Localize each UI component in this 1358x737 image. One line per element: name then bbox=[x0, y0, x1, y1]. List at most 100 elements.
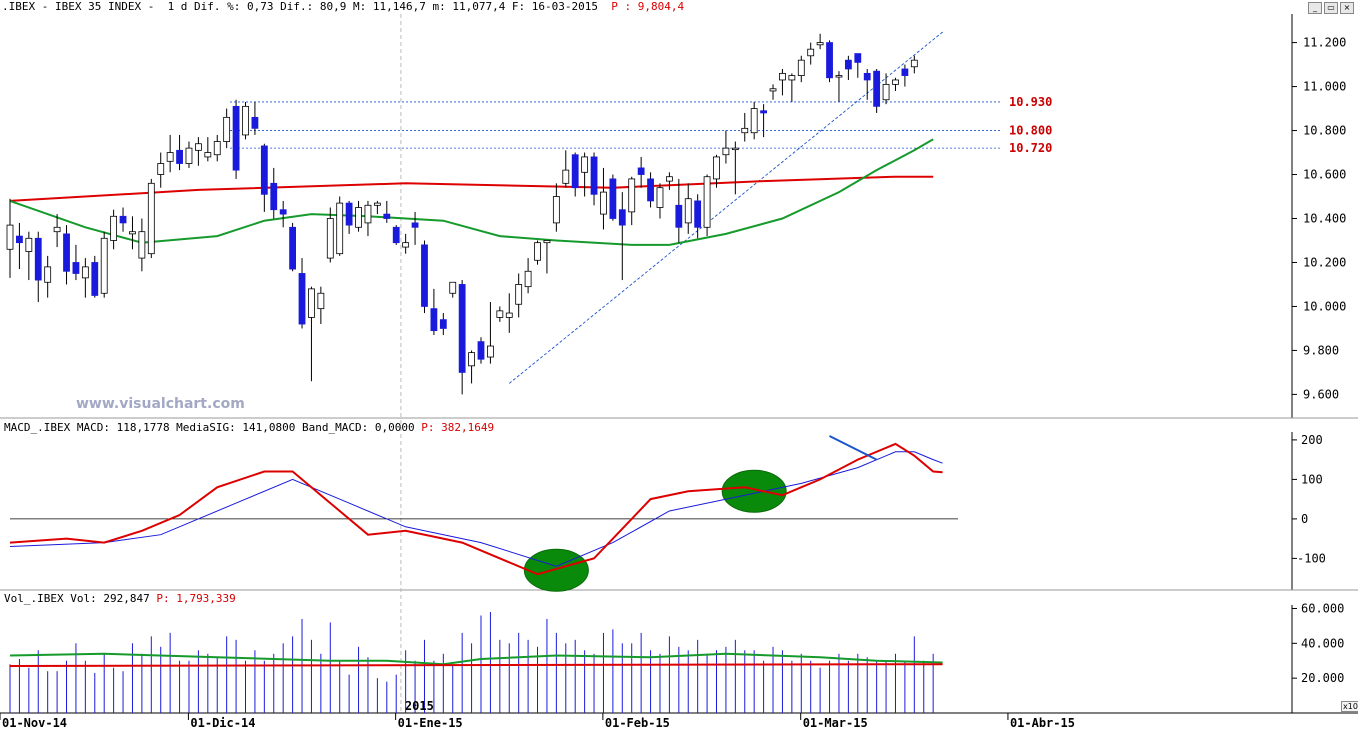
candle-up bbox=[53, 226, 61, 233]
price-header: .IBEX - IBEX 35 INDEX - 1 d Dif. %: 0,73… bbox=[2, 0, 684, 13]
candle-up bbox=[835, 75, 843, 78]
candle-up bbox=[505, 312, 513, 318]
candle-down bbox=[760, 110, 767, 114]
candle-down bbox=[411, 222, 419, 228]
candle-up bbox=[656, 187, 664, 208]
candle-down bbox=[260, 145, 268, 195]
price-tick-label: 11.200 bbox=[1303, 36, 1346, 50]
candle-down bbox=[675, 204, 683, 228]
candle-down bbox=[439, 319, 447, 329]
candle-up bbox=[110, 215, 118, 241]
candle-down bbox=[72, 262, 80, 274]
candle-up bbox=[713, 156, 720, 180]
candle-down bbox=[270, 182, 278, 211]
candle-up bbox=[703, 176, 711, 228]
candle-up bbox=[364, 204, 372, 224]
support-level-label: 10.930 bbox=[1009, 95, 1052, 109]
candle-down bbox=[609, 178, 617, 219]
candle-down bbox=[571, 154, 579, 189]
price-tick-label: 9.600 bbox=[1303, 387, 1339, 401]
scale-badge[interactable]: x10 bbox=[1341, 701, 1358, 712]
candle-up bbox=[100, 237, 108, 294]
candle-down bbox=[16, 235, 23, 244]
candle-up bbox=[882, 83, 890, 101]
x-tick-label: 01-Feb-15 bbox=[605, 716, 670, 730]
x-axis: 01-Nov-14 01-Dic-14 01-Ene-15 01-Feb-15 01-M… bbox=[0, 699, 1075, 730]
candle-up bbox=[628, 178, 636, 213]
candle-up bbox=[797, 59, 805, 76]
candle-down bbox=[421, 244, 428, 307]
candle-down bbox=[844, 59, 852, 70]
volume-tick-label: 20.000 bbox=[1301, 671, 1344, 685]
candle-up bbox=[750, 108, 758, 134]
volume-header-text: Vol_.IBEX Vol: 292,847 bbox=[4, 592, 150, 605]
candle-down bbox=[590, 156, 598, 195]
candle-up bbox=[166, 152, 174, 162]
macd-header: MACD_.IBEX MACD: 118,1778 MediaSIG: 141,… bbox=[4, 421, 494, 434]
candle-down bbox=[279, 209, 287, 215]
volume-average-long bbox=[9, 663, 943, 667]
price-tick-label: 10.600 bbox=[1303, 168, 1346, 182]
close-button[interactable]: × bbox=[1340, 2, 1354, 14]
year-marker: 2015 bbox=[405, 699, 434, 713]
candle-up bbox=[581, 156, 589, 173]
candle-down bbox=[63, 233, 70, 272]
candle-up bbox=[44, 266, 52, 283]
candle-up bbox=[487, 345, 494, 358]
x-tick-label: 01-Ene-15 bbox=[398, 716, 463, 730]
candle-up bbox=[213, 141, 221, 156]
candle-down bbox=[289, 226, 297, 270]
price-tick-label: 10.200 bbox=[1303, 255, 1346, 269]
candle-up bbox=[25, 237, 33, 252]
volume-header: Vol_.IBEX Vol: 292,847 P: 1,793,339 bbox=[4, 592, 236, 605]
price-panel: 11.200 11.000 10.800 10.600 10.400 10.200 10.0… bbox=[6, 14, 1346, 713]
candle-down bbox=[618, 209, 626, 226]
candle-up bbox=[684, 198, 692, 224]
price-tick-label: 9.800 bbox=[1303, 343, 1339, 357]
macd-tick-label: -100 bbox=[1297, 551, 1326, 565]
macd-signal-line bbox=[9, 451, 943, 567]
candle-down bbox=[637, 167, 645, 175]
candle-up bbox=[223, 116, 231, 142]
candle-down bbox=[119, 215, 127, 224]
candle-up bbox=[449, 281, 457, 294]
candle-up bbox=[722, 147, 730, 156]
candle-up bbox=[788, 75, 796, 81]
candle-up bbox=[910, 59, 918, 68]
volume-header-p: P: 1,793,339 bbox=[156, 592, 236, 605]
candle-up bbox=[892, 79, 899, 85]
candle-up bbox=[524, 270, 532, 288]
candle-up bbox=[81, 266, 89, 279]
candle-up bbox=[496, 310, 504, 318]
candle-up bbox=[138, 231, 146, 259]
support-level-label: 10.800 bbox=[1009, 124, 1052, 138]
price-tick-label: 10.000 bbox=[1303, 299, 1346, 313]
price-tick-label: 11.000 bbox=[1303, 80, 1346, 94]
candle-up bbox=[147, 182, 155, 255]
candle-down bbox=[826, 42, 833, 79]
highlight-ellipse bbox=[721, 469, 787, 513]
candle-up bbox=[816, 42, 824, 46]
minimize-button[interactable]: _ bbox=[1308, 2, 1322, 14]
candle-down bbox=[251, 116, 259, 129]
candle-up bbox=[666, 176, 673, 182]
candle-up bbox=[515, 284, 523, 305]
candle-down bbox=[694, 200, 702, 228]
macd-tick-label: 0 bbox=[1301, 512, 1308, 526]
candle-up bbox=[326, 218, 334, 259]
candle-up bbox=[468, 352, 475, 367]
candle-down bbox=[383, 213, 391, 219]
watermark: www.visualchart.com bbox=[76, 396, 245, 412]
volume-average-short bbox=[9, 652, 943, 666]
macd-header-p: P: 382,1649 bbox=[421, 421, 495, 434]
candle-up bbox=[129, 231, 136, 235]
candle-down bbox=[430, 308, 438, 332]
candle-down bbox=[873, 70, 881, 107]
window-controls: _ ▭ × bbox=[1308, 2, 1354, 14]
candle-down bbox=[345, 202, 353, 226]
x-tick-label: 01-Nov-14 bbox=[2, 716, 67, 730]
maximize-button[interactable]: ▭ bbox=[1324, 2, 1338, 14]
candle-up bbox=[562, 169, 570, 184]
